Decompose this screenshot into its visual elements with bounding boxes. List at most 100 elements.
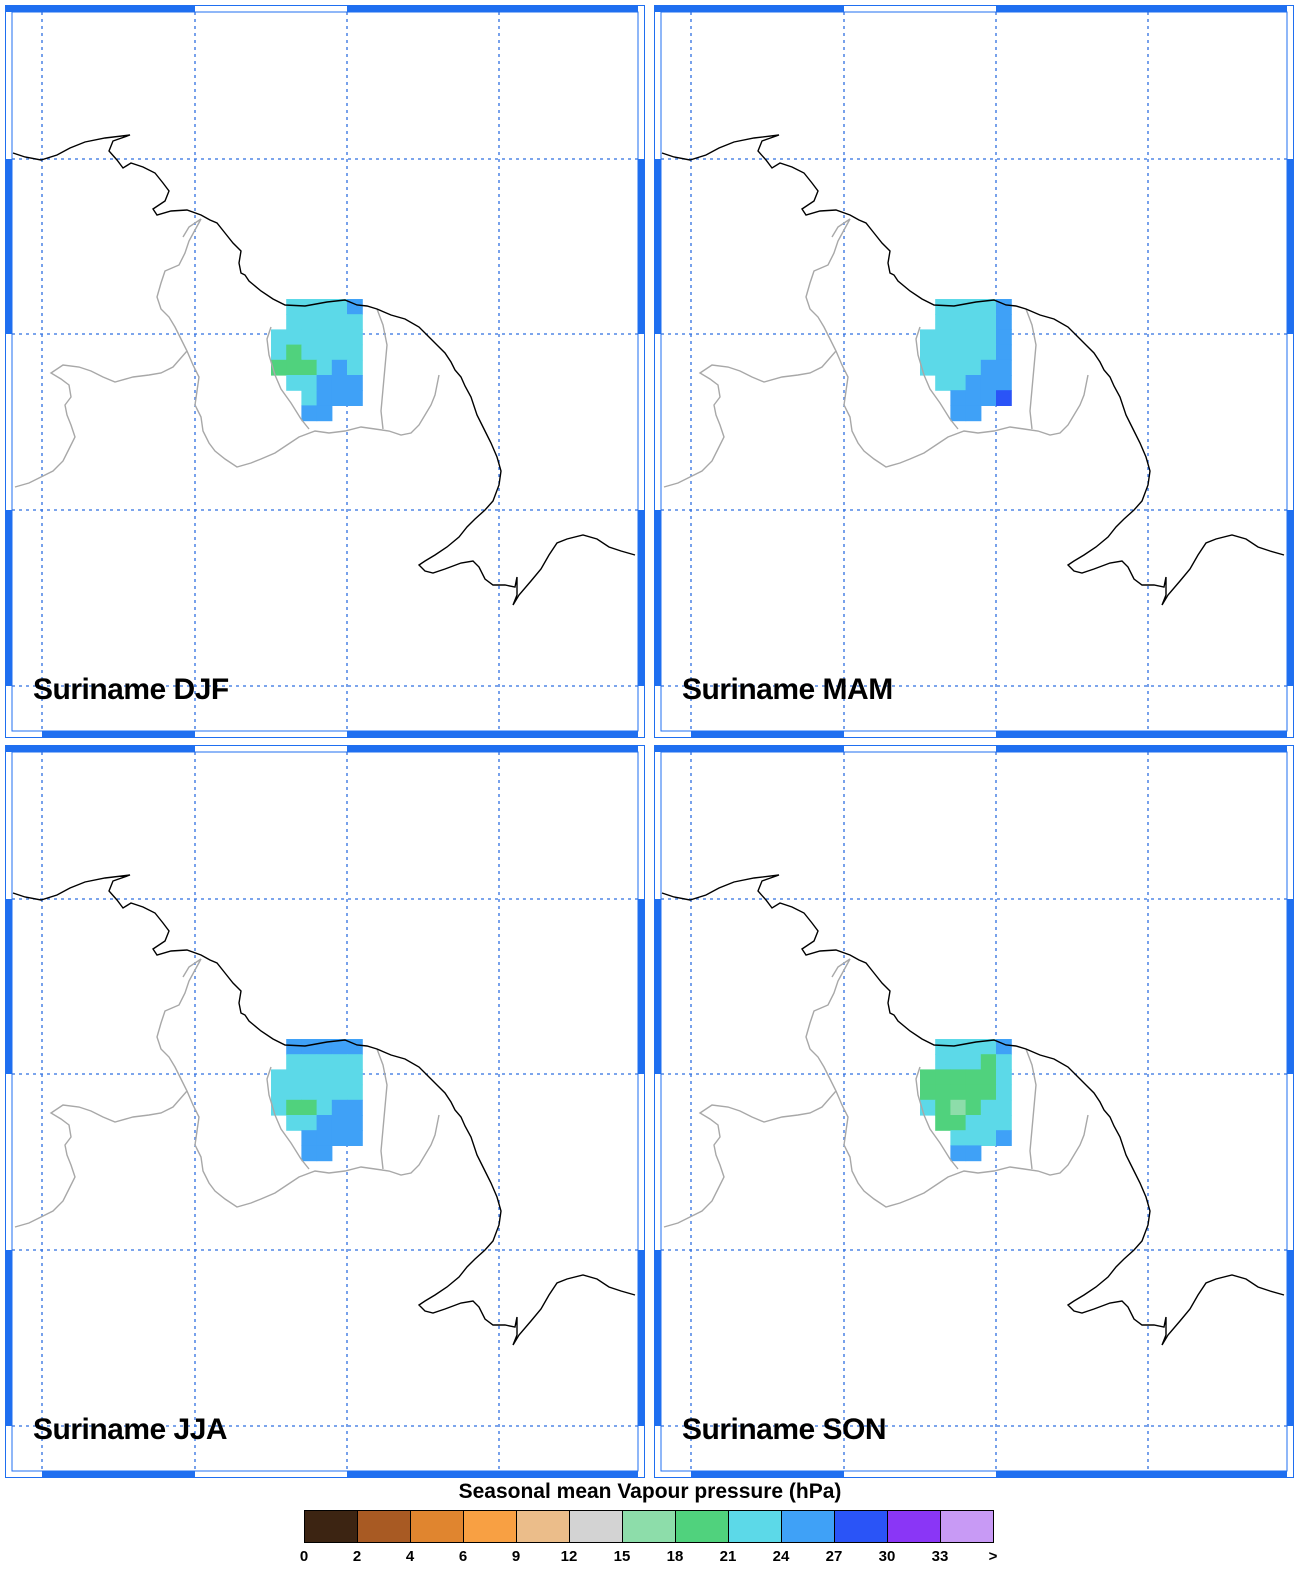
grid-cell bbox=[286, 1099, 302, 1116]
grid-cell bbox=[347, 1054, 363, 1070]
grid-cell bbox=[286, 329, 302, 346]
frame-bar-left bbox=[654, 510, 661, 686]
grid-cell bbox=[331, 359, 348, 376]
grid-cell bbox=[301, 390, 318, 406]
grid-cell bbox=[347, 344, 363, 361]
colorbar-bin bbox=[622, 1510, 676, 1543]
frame-bar-top bbox=[42, 5, 195, 12]
grid-cell bbox=[965, 375, 982, 391]
grid-cell bbox=[950, 1130, 967, 1146]
frame-bar-right bbox=[638, 1250, 645, 1426]
grid-cell bbox=[271, 1099, 287, 1116]
frame-bar-bottom bbox=[691, 1471, 844, 1478]
grid-cell bbox=[301, 1084, 318, 1101]
map-panel-son: Suriname SON bbox=[654, 745, 1294, 1478]
grid-cell bbox=[980, 375, 997, 391]
map-frame bbox=[11, 751, 639, 1472]
coastline bbox=[12, 874, 636, 1346]
grid-cell bbox=[347, 1069, 363, 1086]
colorbar-bin bbox=[463, 1510, 517, 1543]
frame-bar-bottom bbox=[347, 1471, 638, 1478]
grid-cell bbox=[935, 1099, 951, 1116]
map-jja bbox=[5, 745, 645, 1478]
grid-cell bbox=[331, 1054, 348, 1070]
grid-cell bbox=[316, 359, 333, 376]
colorbar-tick-label: 4 bbox=[405, 1548, 415, 1565]
grid-cell bbox=[965, 405, 982, 422]
grid-cell bbox=[286, 344, 302, 361]
grid-cell bbox=[271, 1084, 287, 1101]
grid-cell bbox=[301, 1054, 318, 1070]
grid-cell bbox=[950, 405, 967, 422]
grid-cell bbox=[965, 390, 982, 406]
grid-cell bbox=[316, 1130, 333, 1146]
grid-cell bbox=[316, 1084, 333, 1101]
grid-cell bbox=[980, 359, 997, 376]
grid-cell bbox=[965, 1099, 982, 1116]
map-son bbox=[654, 745, 1294, 1478]
grid-cell bbox=[271, 344, 287, 361]
grid-cell bbox=[301, 314, 318, 330]
grid-cell bbox=[920, 1099, 936, 1116]
grid-cell bbox=[950, 1039, 967, 1055]
frame-bar-top bbox=[996, 5, 1287, 12]
grid-cell bbox=[301, 1069, 318, 1086]
colorbar-bin bbox=[304, 1510, 358, 1543]
colorbar-tick-label: 0 bbox=[299, 1548, 309, 1565]
frame-bar-left bbox=[5, 1250, 12, 1426]
grid-cell bbox=[935, 1054, 951, 1070]
grid-cell bbox=[331, 1115, 348, 1131]
grid-cell bbox=[980, 1069, 997, 1086]
grid-cell bbox=[980, 1084, 997, 1101]
colorbar-tick-label: 12 bbox=[560, 1548, 578, 1565]
grid-cell bbox=[301, 359, 318, 376]
grid-cell bbox=[347, 1099, 363, 1116]
vapour-pressure-cells bbox=[271, 1039, 363, 1162]
grid-cell bbox=[316, 405, 333, 422]
colorbar-tick-label: 30 bbox=[878, 1548, 896, 1565]
colorbar-bin bbox=[940, 1510, 994, 1543]
vapour-pressure-cells bbox=[271, 299, 363, 422]
grid-cell bbox=[980, 1099, 997, 1116]
grid-cell bbox=[996, 1054, 1012, 1070]
colorbar-bin bbox=[516, 1510, 570, 1543]
grid-cell bbox=[286, 314, 302, 330]
grid-cell bbox=[301, 299, 318, 315]
map-panel-mam: Suriname MAM bbox=[654, 5, 1294, 738]
map-panel-jja: Suriname JJA bbox=[5, 745, 645, 1478]
colorbar-tick-labels: 0 2 4 6 9 12 15 18 21 24 27 30 33 > bbox=[0, 1548, 1300, 1570]
colorbar-bin bbox=[728, 1510, 782, 1543]
country-border bbox=[663, 218, 1089, 488]
grid-cell bbox=[316, 1069, 333, 1086]
grid-cell bbox=[331, 314, 348, 330]
frame-bar-right bbox=[638, 159, 645, 334]
grid-cell bbox=[347, 1130, 363, 1146]
grid-cell bbox=[316, 1054, 333, 1070]
grid-cell bbox=[935, 359, 951, 376]
grid-cell bbox=[301, 405, 318, 422]
grid-cell bbox=[950, 375, 967, 391]
grid-cell bbox=[950, 1084, 967, 1101]
grid-cell bbox=[950, 344, 967, 361]
frame-bar-left bbox=[654, 899, 661, 1074]
frame-bar-top bbox=[691, 745, 844, 752]
frame-bar-top bbox=[5, 745, 42, 752]
grid-cell bbox=[950, 1115, 967, 1131]
grid-cell bbox=[935, 314, 951, 330]
grid-cell bbox=[920, 359, 936, 376]
grid-cell bbox=[950, 1099, 967, 1116]
grid-cell bbox=[996, 1115, 1012, 1131]
grid-cell bbox=[965, 1069, 982, 1086]
grid-cell bbox=[950, 299, 967, 315]
map-frame bbox=[660, 751, 1288, 1472]
grid-cell bbox=[950, 1054, 967, 1070]
grid-cell bbox=[301, 1039, 318, 1055]
grid-cell bbox=[347, 1115, 363, 1131]
frame-bar-top bbox=[654, 5, 691, 12]
grid-cell bbox=[316, 314, 333, 330]
frame-bar-left bbox=[5, 159, 12, 334]
frame-bar-left bbox=[654, 159, 661, 334]
colorbar-tick-label: 6 bbox=[458, 1548, 468, 1565]
grid-cell bbox=[347, 390, 363, 406]
grid-cell bbox=[996, 359, 1012, 376]
